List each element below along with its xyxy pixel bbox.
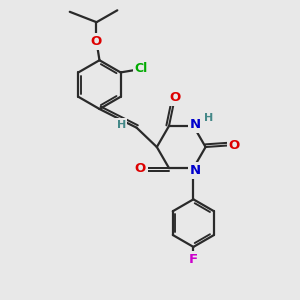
Text: O: O [135, 162, 146, 175]
Text: N: N [189, 118, 200, 131]
Text: Cl: Cl [135, 62, 148, 75]
Text: O: O [91, 35, 102, 48]
Text: O: O [229, 139, 240, 152]
Text: H: H [116, 120, 126, 130]
Text: F: F [189, 253, 198, 266]
Text: O: O [169, 92, 181, 104]
Text: H: H [204, 113, 213, 124]
Text: N: N [189, 164, 200, 177]
